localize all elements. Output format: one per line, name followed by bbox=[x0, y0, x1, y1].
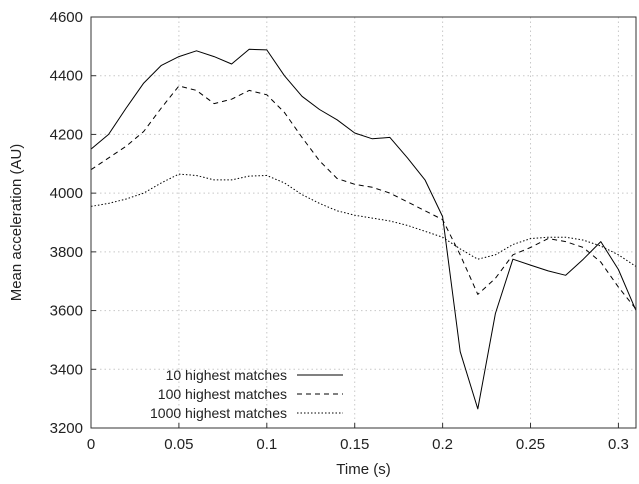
x-axis-ticks: 0 0.05 0.1 0.15 0.2 0.25 0.3 bbox=[87, 423, 629, 453]
grid bbox=[91, 17, 636, 428]
x-tick-label: 0.25 bbox=[516, 436, 545, 453]
plot-frame bbox=[90, 16, 637, 429]
series-line-dotted bbox=[90, 173, 637, 267]
y-axis-title: Mean acceleration (AU) bbox=[8, 144, 25, 302]
y-tick-label: 4400 bbox=[50, 68, 83, 85]
y-tick-label: 4600 bbox=[50, 9, 83, 26]
legend: 10 highest matches 100 highest matches 100… bbox=[150, 367, 343, 421]
y-tick-label: 3400 bbox=[50, 361, 83, 378]
series-line-solid bbox=[90, 48, 637, 410]
y-tick-label: 4000 bbox=[50, 185, 83, 202]
legend-label: 1000 highest matches bbox=[150, 405, 287, 421]
legend-label: 10 highest matches bbox=[166, 367, 287, 383]
series-line-dashed bbox=[90, 85, 637, 310]
x-tick-label: 0.15 bbox=[340, 436, 369, 453]
x-tick-label: 0.3 bbox=[608, 436, 629, 453]
x-tick-label: 0.2 bbox=[432, 436, 453, 453]
x-tick-label: 0.05 bbox=[164, 436, 193, 453]
x-tick-label: 0.1 bbox=[256, 436, 277, 453]
y-tick-label: 4200 bbox=[50, 126, 83, 143]
y-tick-label: 3800 bbox=[50, 244, 83, 261]
legend-label: 100 highest matches bbox=[158, 386, 287, 402]
x-tick-label: 0 bbox=[87, 436, 95, 453]
y-tick-label: 3600 bbox=[50, 303, 83, 320]
y-tick-label: 3200 bbox=[50, 420, 83, 437]
series-lines bbox=[90, 48, 637, 410]
y-axis-ticks: 3200 3400 3600 3800 4000 4200 4400 4600 bbox=[50, 9, 96, 437]
x-axis-title: Time (s) bbox=[336, 461, 390, 478]
